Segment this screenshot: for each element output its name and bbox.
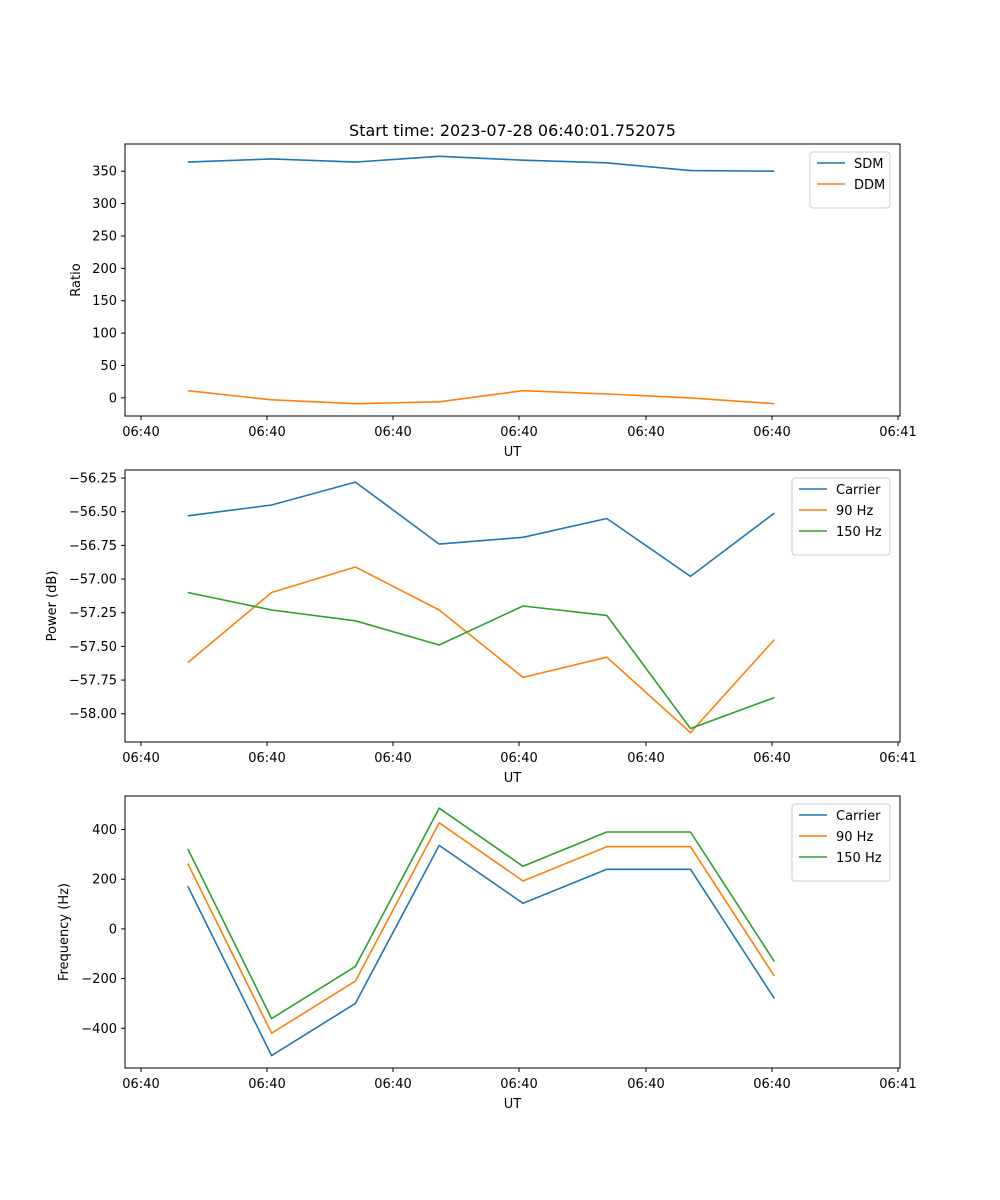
y-tick-label: −57.50 [69, 640, 117, 655]
y-axis-label: Ratio [69, 263, 84, 296]
legend-label: 150 Hz [836, 525, 882, 540]
x-tick-label: 06:40 [627, 425, 664, 440]
legend-label: 150 Hz [836, 851, 882, 866]
x-tick-label: 06:40 [122, 425, 159, 440]
legend-label: Carrier [836, 809, 881, 824]
x-tick-label: 06:40 [374, 1077, 411, 1092]
series-line-carrier [187, 844, 775, 1057]
legend-label: 90 Hz [836, 830, 873, 845]
y-tick-label: 0 [109, 391, 117, 406]
series-line-150-hz [187, 591, 775, 730]
y-tick-label: −58.00 [69, 707, 117, 722]
y-tick-label: −56.25 [69, 472, 117, 487]
axes-frame-2 [124, 795, 901, 1069]
series-line-150-hz [187, 807, 775, 1020]
x-axis-label: UT [504, 445, 522, 460]
x-tick-label: 06:40 [248, 1077, 285, 1092]
chart-title: Start time: 2023-07-28 06:40:01.752075 [349, 121, 676, 140]
x-axis-label: UT [504, 1097, 522, 1112]
y-tick-label: 400 [92, 823, 117, 838]
axes-frame-1 [124, 469, 901, 743]
y-tick-label: 50 [100, 359, 117, 374]
x-tick-label: 06:40 [500, 1077, 537, 1092]
x-tick-label: 06:40 [500, 751, 537, 766]
series-line-carrier [187, 481, 775, 578]
axes-frame-0 [124, 143, 901, 417]
y-tick-label: −200 [81, 972, 117, 987]
x-tick-label: 06:40 [753, 751, 790, 766]
y-tick-label: −400 [81, 1022, 117, 1037]
series-line-sdm [187, 155, 775, 172]
series-line-90-hz [187, 821, 775, 1034]
x-axis-label: UT [504, 771, 522, 786]
y-tick-label: −57.25 [69, 606, 117, 621]
series-line-90-hz [187, 566, 775, 734]
y-tick-label: −56.75 [69, 539, 117, 554]
y-tick-label: 300 [92, 197, 117, 212]
x-tick-label: 06:40 [500, 425, 537, 440]
series-line-ddm [187, 389, 775, 405]
x-tick-label: 06:40 [248, 751, 285, 766]
legend-box [791, 803, 891, 882]
legend-label: SDM [854, 157, 883, 172]
y-axis-label: Frequency (Hz) [57, 883, 72, 981]
y-tick-label: 150 [92, 294, 117, 309]
x-tick-label: 06:40 [122, 751, 159, 766]
x-tick-label: 06:40 [627, 751, 664, 766]
y-tick-label: −56.50 [69, 505, 117, 520]
x-tick-label: 06:40 [753, 425, 790, 440]
x-tick-label: 06:41 [879, 1077, 916, 1092]
y-tick-label: −57.75 [69, 674, 117, 689]
y-tick-label: −57.00 [69, 573, 117, 588]
y-tick-label: 0 [109, 922, 117, 937]
y-tick-label: 200 [92, 262, 117, 277]
legend-label: 90 Hz [836, 504, 873, 519]
y-tick-label: 250 [92, 229, 117, 244]
x-tick-label: 06:40 [753, 1077, 790, 1092]
x-tick-label: 06:41 [879, 751, 916, 766]
y-axis-label: Power (dB) [45, 571, 60, 642]
x-tick-label: 06:40 [627, 1077, 664, 1092]
legend-label: DDM [854, 178, 885, 193]
x-tick-label: 06:41 [879, 425, 916, 440]
x-tick-label: 06:40 [122, 1077, 159, 1092]
y-tick-label: 100 [92, 327, 117, 342]
x-tick-label: 06:40 [374, 425, 411, 440]
legend-box [809, 151, 891, 209]
x-tick-label: 06:40 [248, 425, 285, 440]
y-tick-label: 200 [92, 873, 117, 888]
legend-box [791, 477, 891, 556]
legend-label: Carrier [836, 483, 881, 498]
x-tick-label: 06:40 [374, 751, 411, 766]
y-tick-label: 350 [92, 165, 117, 180]
